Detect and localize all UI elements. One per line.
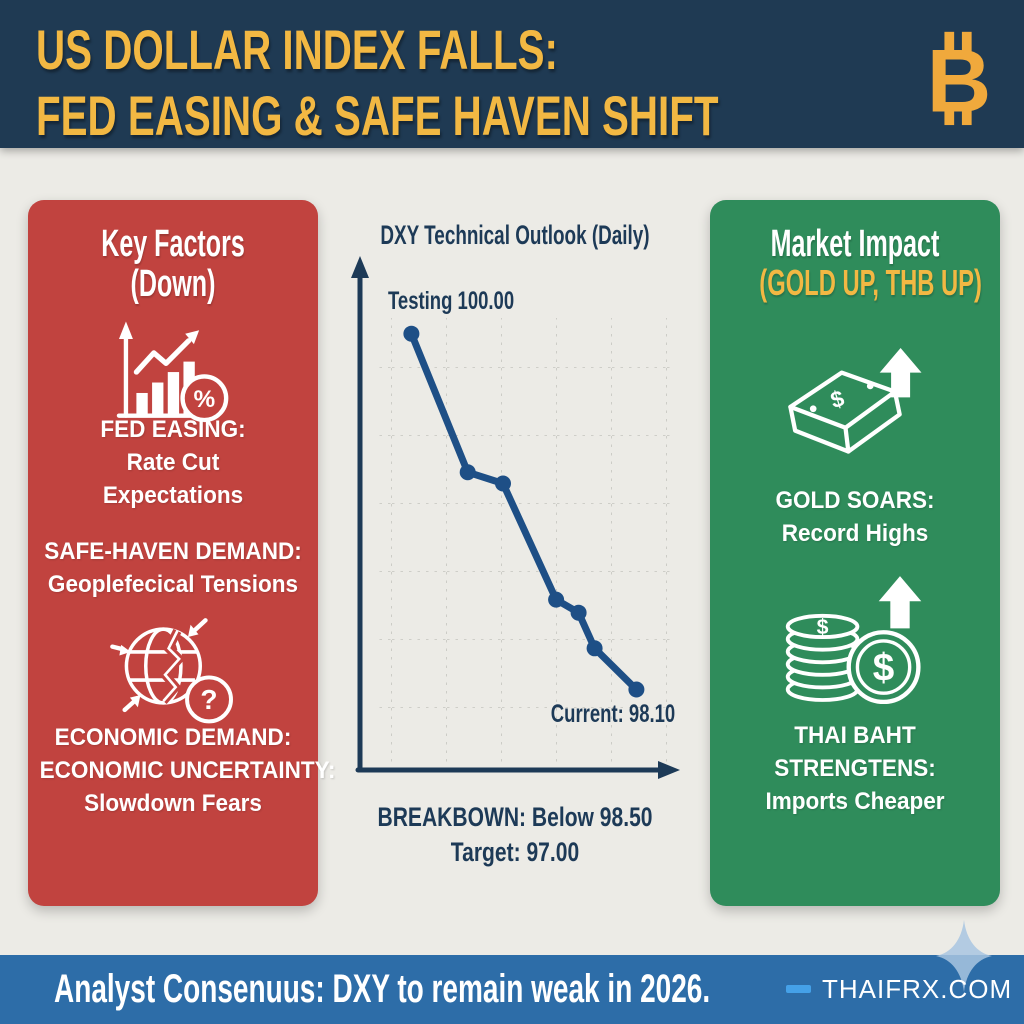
analyst-consensus-text: Analyst Consenuus: DXY to remain weak in…: [54, 967, 711, 1011]
market-impact-title-line2: (GOLD UP, THB UP): [759, 262, 982, 304]
impact-line: Record Highs: [781, 519, 929, 547]
annotation-testing-level: Testing 100.00: [388, 287, 515, 315]
dxy-price-points: [403, 325, 645, 698]
svg-text:?: ?: [200, 684, 217, 715]
chart-gridlines: [375, 318, 670, 768]
impact-line: THAI BAHT: [794, 722, 916, 749]
chart-title: DXY Technical Outlook (Daily): [380, 220, 650, 250]
market-impact-title-line1: Market Impact: [770, 223, 940, 265]
impact-gold: GOLD SOARS: Record Highs: [710, 485, 1000, 551]
svg-text:$: $: [817, 615, 829, 639]
key-factors-panel: Key Factors (Down) % FED EASING:: [28, 200, 336, 906]
factor-fed-easing: FED EASING: Rate Cut Expectations: [28, 414, 318, 512]
factor-line: Geoplefecical Tensions: [47, 570, 299, 598]
factor-line: Slowdown Fears: [84, 789, 262, 817]
up-arrow-icon: [878, 576, 922, 629]
cracked-globe-question-icon: ?: [110, 618, 233, 724]
impact-baht: THAI BAHT STRENGTENS: Imports Cheaper: [710, 720, 1000, 818]
svg-text:$: $: [827, 385, 847, 414]
svg-text:%: %: [194, 386, 216, 413]
factor-line: SAFE-HAVEN DEMAND:: [44, 538, 302, 565]
baht-currency-icon: B: [927, 30, 992, 127]
factor-line: ECONOMIC DEMAND:: [54, 724, 292, 751]
brand-dash-icon: [786, 985, 811, 993]
growth-chart-percent-icon: %: [116, 321, 229, 423]
key-factors-title: Key Factors (Down): [28, 224, 318, 305]
impact-line: STRENGTENS:: [774, 754, 936, 782]
header-bar: US DOLLAR INDEX FALLS: FED EASING & SAFE…: [0, 0, 1024, 148]
svg-text:B: B: [927, 30, 992, 127]
factor-line: Rate Cut: [126, 448, 220, 476]
market-impact-title: Market Impact (GOLD UP, THB UP): [710, 224, 1000, 302]
annotation-current-level: Current: 98.10: [550, 700, 676, 728]
sparkle-icon: [936, 920, 992, 992]
factor-line: Expectations: [102, 481, 244, 509]
factor-economic: ECONOMIC DEMAND: ECONOMIC UNCERTAINTY: S…: [28, 722, 336, 820]
page-title-line2: FED EASING & SAFE HAVEN SHIFT: [36, 84, 719, 147]
page-title-line1: US DOLLAR INDEX FALLS:: [36, 18, 558, 81]
dxy-chart: [351, 256, 680, 779]
key-factors-title-line2: (Down): [130, 263, 216, 306]
market-impact-panel: Market Impact (GOLD UP, THB UP) $ GOLD S…: [710, 200, 1000, 906]
coins-up-icon: $ $: [785, 576, 922, 705]
factor-line: ECONOMIC UNCERTAINTY:: [39, 756, 336, 784]
svg-text:$: $: [873, 647, 895, 690]
footer-bar: Analyst Consenuus: DXY to remain weak in…: [0, 955, 1024, 1024]
y-axis-arrow: [351, 256, 369, 278]
impact-line: GOLD SOARS:: [775, 487, 935, 514]
chart-note-breakdown: BREAKBOWN: Below 98.50: [377, 802, 653, 832]
page-title: US DOLLAR INDEX FALLS: FED EASING & SAFE…: [36, 22, 984, 154]
brand-text: THAIFRX.COM: [822, 974, 1013, 1004]
factor-safe-haven: SAFE-HAVEN DEMAND: Geoplefecical Tension…: [28, 536, 318, 602]
chart-note-target: Target: 97.00: [450, 837, 580, 867]
key-factors-title-line1: Key Factors: [101, 223, 245, 265]
x-axis-arrow: [658, 761, 680, 779]
gold-bar-up-icon: $: [788, 347, 922, 454]
factor-line: FED EASING:: [100, 416, 246, 443]
up-arrow-icon: [879, 347, 922, 398]
impact-line: Imports Cheaper: [765, 787, 945, 815]
